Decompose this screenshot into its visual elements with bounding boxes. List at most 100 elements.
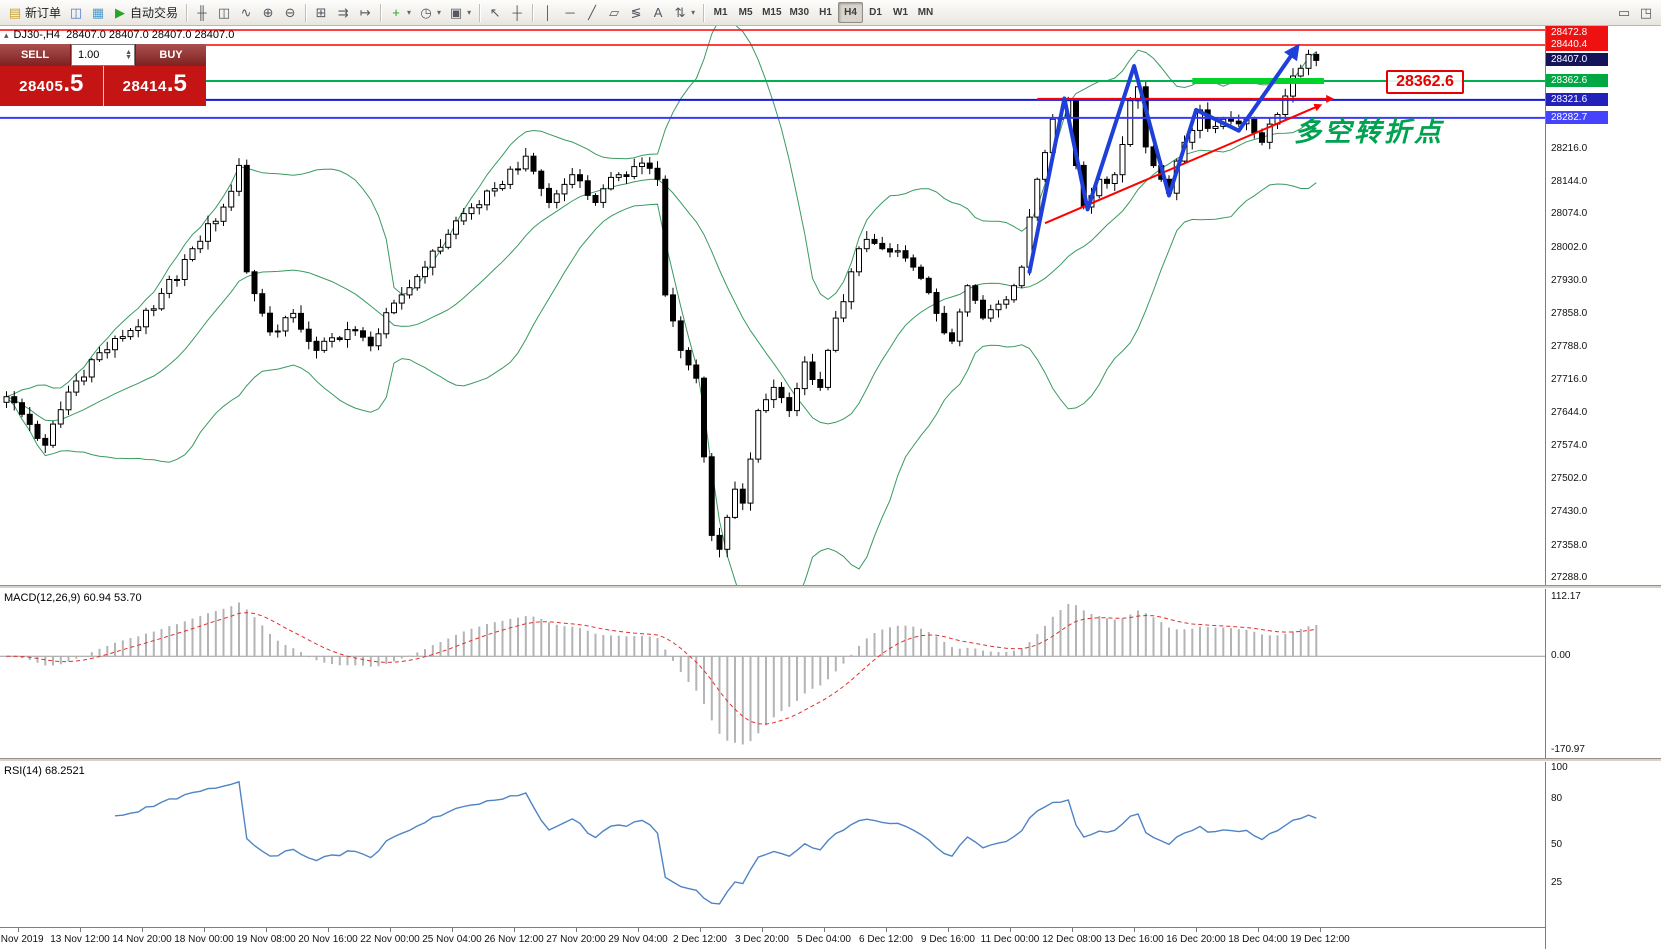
zoom-in-icon: ⊕	[262, 5, 274, 20]
zigzag-annotation[interactable]	[1027, 43, 1300, 274]
profiles-button[interactable]: ▦	[87, 2, 109, 23]
price-tick-label: 27930.0	[1551, 275, 1588, 286]
channel-button[interactable]: ▱	[603, 2, 625, 23]
toolbar-right-icons: ▭ ◳	[1613, 2, 1657, 23]
time-axis-tick	[1196, 928, 1197, 932]
horizontal-price-lines[interactable]	[0, 29, 1545, 119]
time-axis-tick	[1072, 928, 1073, 932]
one-click-trade-panel: SELL 1.00 ▲ ▼ BUY 28405.5 28414.5	[0, 44, 206, 106]
timeframe-mn[interactable]: MN	[913, 2, 938, 23]
buy-button[interactable]: BUY	[136, 44, 206, 66]
timeframe-m15[interactable]: M15	[758, 2, 785, 23]
zoom-in-button[interactable]: ⊕	[257, 2, 279, 23]
price-tick-label: 28074.0	[1551, 208, 1588, 219]
line-chart-button[interactable]: ∿	[235, 2, 257, 23]
panel-divider-rsi[interactable]	[0, 758, 1661, 762]
timeframe-w1[interactable]: W1	[888, 2, 913, 23]
rsi-scale-label: 80	[1551, 793, 1563, 804]
timeframe-m5[interactable]: M5	[733, 2, 758, 23]
time-axis-tick	[1010, 928, 1011, 932]
time-axis-label: 13 Dec 16:00	[1104, 934, 1164, 945]
price-callout-label[interactable]: 28362.6	[1386, 70, 1464, 94]
templates-button[interactable]: ▣ ▾	[445, 2, 475, 23]
candlestick-chart-button[interactable]: ◫	[213, 2, 235, 23]
toolbar-separator	[703, 3, 705, 22]
auto-scroll-icon: ⇉	[337, 5, 349, 20]
collapse-triangle-icon[interactable]: ▴	[4, 29, 9, 40]
indicators-button[interactable]: + ▾	[385, 2, 415, 23]
sell-button[interactable]: SELL	[0, 44, 70, 66]
float-chart-button[interactable]: ◳	[1635, 2, 1657, 23]
rsi-scale-label: 25	[1551, 877, 1563, 888]
dock-window-button[interactable]: ▭	[1613, 2, 1635, 23]
buy-price-main: 28414	[122, 77, 167, 95]
panel-divider-macd[interactable]	[0, 585, 1661, 589]
volume-down-icon[interactable]: ▼	[125, 54, 132, 61]
time-axis-tick	[390, 928, 391, 932]
chart-shift-button[interactable]: ↦	[354, 2, 376, 23]
periods-button[interactable]: ◷ ▾	[415, 2, 445, 23]
time-axis-tick	[576, 928, 577, 932]
toolbar-separator	[479, 3, 481, 22]
price-chart-svg[interactable]	[0, 26, 1545, 585]
time-axis-tick	[18, 928, 19, 932]
indicators-caret-icon: ▾	[407, 8, 412, 17]
price-tick-label: 27788.0	[1551, 341, 1588, 352]
price-tick-label: 28002.0	[1551, 242, 1588, 253]
macd-indicator-panel[interactable]: MACD(12,26,9) 60.94 53.70	[0, 589, 1545, 758]
price-axis[interactable]: 28216.0 28144.0 28074.0 28002.0 27930.0 27858…	[1545, 26, 1661, 949]
buy-price[interactable]: 28414.5	[102, 66, 207, 106]
price-marker-28440.4: 28440.4	[1546, 38, 1608, 51]
chart-workspace: ▴ DJ30-,H4 28407.0 28407.0 28407.0 28407…	[0, 26, 1661, 949]
turning-point-annotation[interactable]: 多空转折点	[1294, 117, 1444, 147]
volume-value[interactable]: 1.00	[78, 49, 100, 61]
timeframe-h4[interactable]: H4	[838, 2, 863, 23]
volume-spinner[interactable]: ▲ ▼	[125, 49, 132, 61]
price-chart-panel[interactable]: ▴ DJ30-,H4 28407.0 28407.0 28407.0 28407…	[0, 26, 1545, 585]
rsi-indicator-panel[interactable]: RSI(14) 68.2521	[0, 762, 1545, 927]
timeframe-h1[interactable]: H1	[813, 2, 838, 23]
crosshair-button[interactable]: ┼	[506, 2, 528, 23]
sell-price[interactable]: 28405.5	[0, 66, 103, 106]
timeframe-m1[interactable]: M1	[708, 2, 733, 23]
horizontal-line-button[interactable]: ─	[559, 2, 581, 23]
buy-price-fraction: .5	[166, 70, 187, 97]
auto-trading-button[interactable]: ▶ 自动交易	[109, 2, 182, 23]
line-chart-icon: ∿	[240, 5, 252, 20]
vertical-line-button[interactable]: │	[537, 2, 559, 23]
volume-up-icon[interactable]: ▲	[125, 49, 132, 56]
new-order-button[interactable]: ▤ 新订单	[4, 2, 65, 23]
volume-field[interactable]: 1.00 ▲ ▼	[71, 44, 135, 66]
timeframe-d1[interactable]: D1	[863, 2, 888, 23]
timeframe-m30[interactable]: M30	[786, 2, 813, 23]
time-axis-label: 3 Dec 20:00	[735, 934, 789, 945]
tile-windows-button[interactable]: ⊞	[310, 2, 332, 23]
toolbar-separator	[305, 3, 307, 22]
arrows-button[interactable]: ⇅ ▾	[669, 2, 699, 23]
new-chart-button[interactable]: ◫	[65, 2, 87, 23]
macd-signal-line	[6, 612, 1317, 725]
time-axis-label: 18 Dec 04:00	[1228, 934, 1288, 945]
time-axis-tick	[824, 928, 825, 932]
cursor-button[interactable]: ↖	[484, 2, 506, 23]
price-marker-28321.6: 28321.6	[1546, 93, 1608, 106]
bollinger-lower-band	[6, 182, 1317, 585]
trendline-button[interactable]: ╱	[581, 2, 603, 23]
time-axis-tick	[1258, 928, 1259, 932]
periods-caret-icon: ▾	[437, 8, 442, 17]
fibonacci-button[interactable]: ≶	[625, 2, 647, 23]
bar-chart-button[interactable]: ╫	[191, 2, 213, 23]
vertical-line-icon: │	[544, 5, 553, 20]
zoom-out-button[interactable]: ⊖	[279, 2, 301, 23]
time-axis-label: 25 Nov 04:00	[422, 934, 482, 945]
time-axis-tick	[638, 928, 639, 932]
time-axis-label: 12 Dec 08:00	[1042, 934, 1102, 945]
auto-scroll-button[interactable]: ⇉	[332, 2, 354, 23]
candlestick-series	[3, 49, 1320, 558]
price-tick-label: 28216.0	[1551, 143, 1588, 154]
periods-icon: ◷	[420, 5, 432, 20]
time-axis-label: 2 Dec 12:00	[673, 934, 727, 945]
text-label-button[interactable]: A	[647, 2, 669, 23]
macd-scale-label: 0.00	[1551, 650, 1571, 661]
